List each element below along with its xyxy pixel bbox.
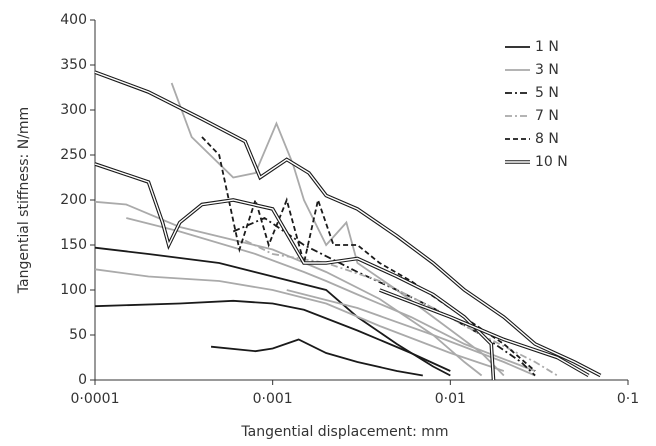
x-tick-label: 0·01: [435, 391, 466, 407]
y-tick-label: 250: [60, 147, 87, 163]
line: [201, 136, 536, 372]
y-tick-label: 100: [60, 282, 87, 298]
line: [126, 217, 536, 372]
line: [94, 268, 505, 372]
line: [94, 200, 483, 377]
y-tick-label: 300: [60, 102, 87, 118]
legend-label: 10 N: [535, 154, 568, 170]
x-tick-label: 0·1: [617, 391, 639, 407]
legend-label: 3 N: [535, 62, 559, 78]
line-core: [379, 289, 589, 377]
line: [170, 82, 505, 377]
legend-label: 8 N: [535, 131, 559, 147]
y-axis-label: Tangential stiffness: N/mm: [16, 107, 32, 294]
legend-label: 5 N: [535, 85, 559, 101]
legend-label: 7 N: [535, 108, 559, 124]
y-tick-label: 200: [60, 192, 87, 208]
y-tick-label: 400: [60, 12, 87, 28]
line: [286, 289, 536, 377]
x-tick-label: 0·001: [253, 391, 293, 407]
y-tick-label: 150: [60, 237, 87, 253]
x-axis-label: Tangential displacement: mm: [240, 424, 448, 440]
y-tick-label: 350: [60, 57, 87, 73]
y-tick-label: 0: [78, 372, 87, 388]
line: [210, 338, 423, 377]
line: [94, 299, 451, 372]
line-core: [94, 71, 601, 377]
line: [232, 216, 536, 377]
line-core: [94, 163, 495, 381]
line: [94, 246, 451, 377]
legend-label: 1 N: [535, 39, 559, 55]
line: [244, 239, 558, 377]
x-tick-label: 0·0001: [71, 391, 120, 407]
y-tick-label: 50: [69, 327, 87, 343]
